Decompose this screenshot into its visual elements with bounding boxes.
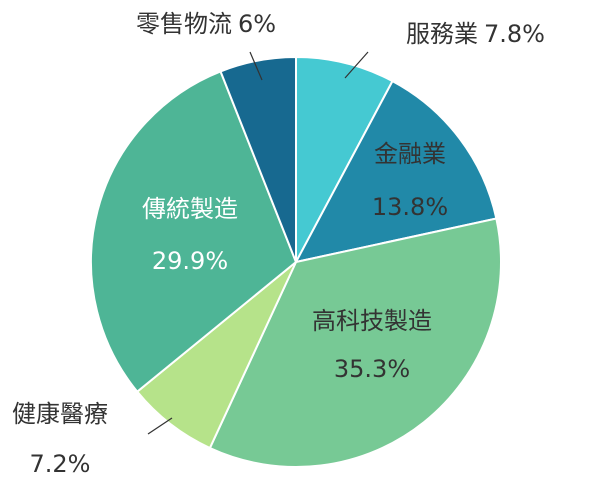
slice-label: 金融業 — [374, 140, 446, 168]
pie-slice — [208, 217, 502, 468]
value-label: 29.9% — [152, 247, 228, 275]
value-label: 7.8% — [484, 20, 545, 48]
slice-label: 零售物流 — [136, 10, 232, 38]
leader-line — [344, 51, 369, 79]
leader-line — [147, 417, 173, 435]
value-label: 7.2% — [30, 450, 91, 478]
leader-line — [249, 51, 263, 81]
pie-slice — [294, 79, 498, 264]
slice-label: 高科技製造 — [312, 307, 432, 335]
slice-label: 傳統製造 — [142, 195, 238, 223]
value-label: 35.3% — [334, 355, 410, 383]
pie-slice — [219, 55, 297, 263]
slice-label: 健康醫療 — [12, 400, 108, 428]
value-label: 6% — [238, 10, 276, 38]
slice-label: 服務業 — [406, 20, 478, 48]
pie-slice — [295, 55, 394, 263]
value-label: 13.8% — [372, 193, 448, 221]
pie-slice — [90, 70, 298, 394]
